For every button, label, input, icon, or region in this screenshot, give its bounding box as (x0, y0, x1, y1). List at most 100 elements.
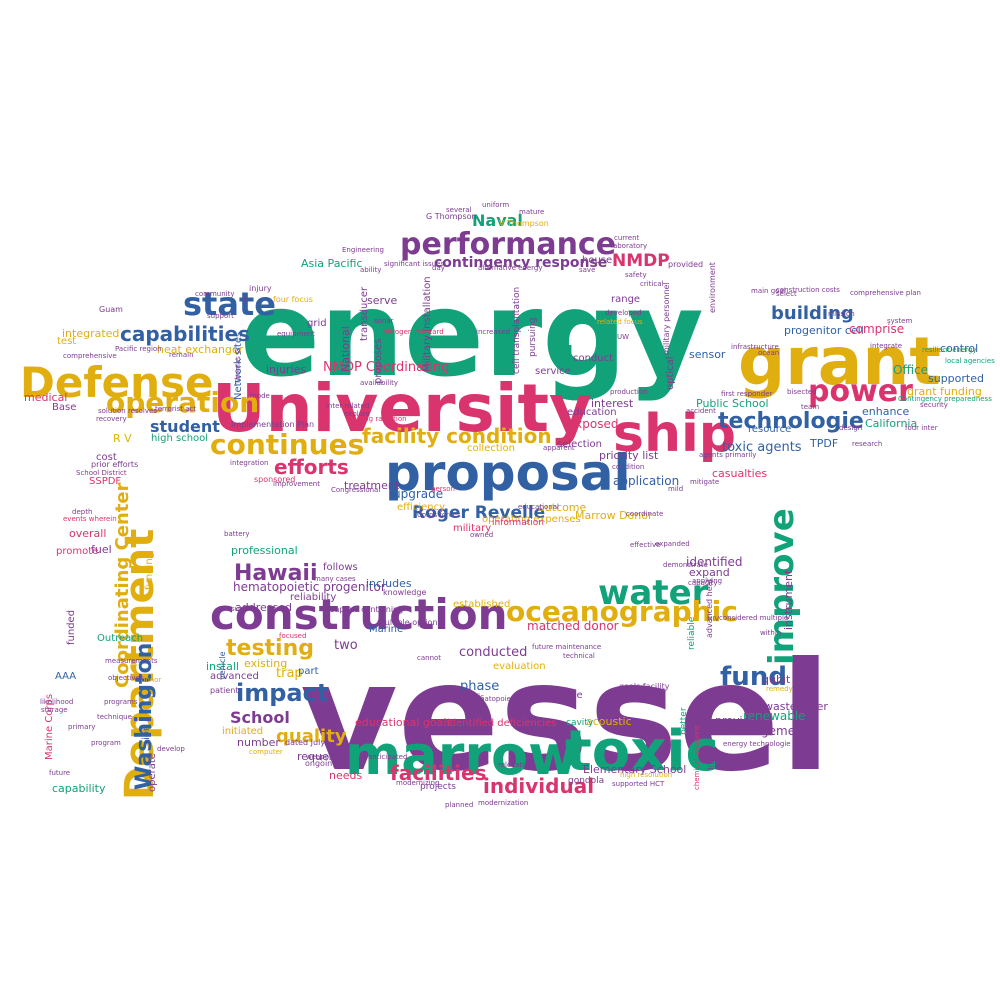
word-future-maintenance: future maintenance (532, 643, 602, 652)
word-battery: battery (224, 530, 250, 539)
word-improvement: improvement (273, 480, 320, 489)
word-mature: mature (519, 208, 545, 217)
word-nmdp-coordinating: NMDP Coordinating (323, 359, 450, 375)
word-modernization: modernization (478, 799, 529, 808)
word-upgrade: upgrade (393, 486, 444, 501)
word-building: building (771, 302, 854, 324)
word-request: request (297, 749, 339, 763)
word-sponsored: sponsored (254, 475, 296, 485)
word-advanced: advanced (210, 670, 259, 682)
word-asia-pacific: Asia Pacific (301, 256, 363, 270)
word-availability: availability (360, 379, 399, 388)
word-comprise: comprise (849, 321, 905, 336)
word-future: future (49, 769, 71, 778)
word-donor: donor (141, 676, 162, 685)
word-considered-multiple: considered multiple (719, 614, 789, 623)
word-agents-primarily: agents primarily (699, 451, 757, 460)
word-promote: promote (56, 545, 99, 557)
word-guam: Guam (99, 305, 123, 315)
word-phase: phase (460, 678, 500, 694)
word-sspdf: SSPDF (89, 475, 122, 487)
word-modernizing: modernizing (396, 779, 440, 788)
word-qubit: qubit (762, 672, 791, 686)
word-four-focus: four focus (273, 295, 313, 305)
word-local-agencies: local agencies (945, 357, 995, 366)
word-provided: provided (668, 260, 704, 270)
word-develop: develop (157, 745, 185, 754)
word-professional: professional (231, 543, 298, 557)
word-marrow: marrow (345, 724, 578, 788)
word-technique: technique (97, 713, 132, 722)
word-security: security (920, 401, 948, 410)
word-proposes: proposes (373, 338, 384, 384)
word-demonstrate: demonstrate (663, 561, 708, 570)
word-funded: funded (66, 609, 77, 645)
word-ionizing-radiation: ionizing radiation (346, 415, 407, 424)
word-application: application (613, 473, 680, 488)
word-likelihood: likelihood (40, 698, 74, 707)
word-capacity: capacity (688, 579, 718, 588)
word-oceanographic: oceanographic (506, 595, 738, 629)
word-resource: resource (748, 423, 792, 435)
word-apparent: apparent (543, 444, 575, 453)
word-test: test (57, 335, 77, 347)
word-aaa: AAA (55, 670, 77, 682)
word-funding: funding (144, 551, 155, 590)
word-objectives: objectives (108, 674, 144, 683)
word-time: time (560, 689, 583, 701)
word-safety: safety (625, 271, 647, 280)
word-number: number (237, 735, 280, 749)
word-explore: explore (344, 410, 371, 419)
word-california: California (865, 416, 918, 430)
word-range: range (611, 293, 641, 305)
word-provides: provides (715, 713, 763, 727)
word-student: student (150, 417, 220, 437)
word-identified: identified (686, 554, 743, 569)
word-save: save (579, 266, 596, 275)
word-computer: computer (249, 748, 283, 757)
word-goals-facility: goals facility (619, 682, 670, 692)
word-advanced-heat: advanced heat (705, 578, 714, 638)
word-military-installation: Military Installation (422, 276, 433, 372)
word-grant: grant (738, 322, 941, 400)
word-system: system (887, 317, 913, 326)
word-enhance: enhance (862, 404, 910, 418)
word-acoustic: acoustic (586, 714, 632, 728)
word-research: research (852, 440, 883, 449)
word-vessel: vessel (300, 630, 832, 805)
word-part: part (298, 665, 319, 677)
word-patient: patient (210, 686, 239, 696)
word-performance: performance (400, 226, 617, 262)
word-technologie: technologie (718, 409, 864, 435)
word-university: University (212, 369, 593, 447)
word-reliable: reliable (687, 616, 697, 650)
word-within: within (760, 629, 782, 638)
word-recovery: recovery (96, 415, 127, 424)
word-focused: focused (279, 632, 307, 641)
word-divide: divide (440, 687, 462, 696)
word-control: control (940, 341, 979, 355)
word-national: National (339, 326, 352, 372)
word-relocation: relocation (498, 761, 533, 770)
word-first-responder: first responder (721, 390, 773, 399)
word-naval: Naval (472, 211, 523, 231)
word-follows: follows (323, 561, 358, 573)
word-remain: remain (169, 351, 194, 360)
word-renewable: renewable (743, 708, 806, 723)
word-quality: quality (276, 725, 347, 747)
word-operation: operation (106, 386, 260, 420)
word-congressional: Congressional (331, 486, 381, 495)
word-alternative-energy: alternative energy (478, 264, 543, 273)
word-serve: serve (367, 293, 398, 307)
word-established: established (453, 598, 511, 610)
word-several: several (446, 206, 472, 215)
word-injury: injury (249, 284, 272, 294)
word-nitrogen-mustard: nitrogen mustard (383, 328, 444, 337)
word-office: Office (893, 362, 929, 377)
word-day: day (432, 264, 445, 273)
word-heat-exchanger: heat exchanger (157, 342, 244, 356)
word-operating-expenses: operating expenses (482, 513, 581, 525)
word-select: select (776, 290, 797, 299)
word-ship: ship (613, 403, 737, 464)
word-initiated: initiated (222, 725, 264, 737)
